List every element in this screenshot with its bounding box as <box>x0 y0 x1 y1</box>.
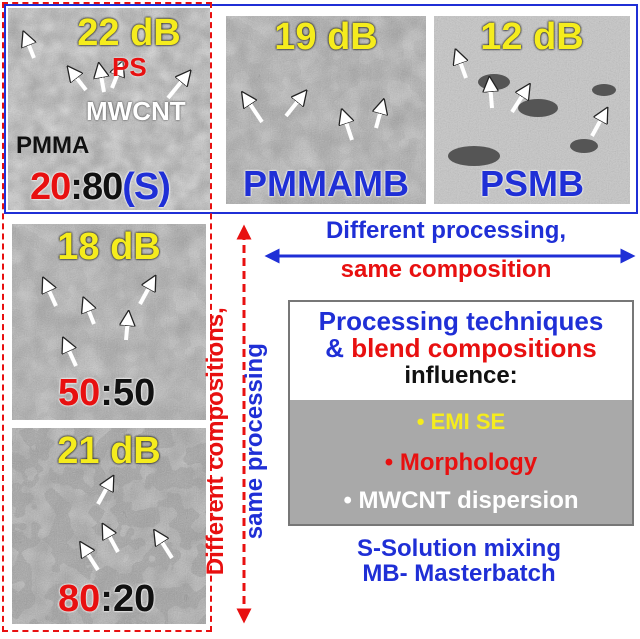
emi-se-value: 12 dB <box>480 16 584 58</box>
legend-solution: S-Solution mixing <box>357 535 561 562</box>
ps-label: PS <box>112 52 147 82</box>
emi-se-value: 22 dB <box>77 12 181 54</box>
processing-line2: same composition <box>340 256 552 284</box>
pointer-arrows <box>12 428 174 572</box>
ratio-pmma: 80 <box>81 166 123 208</box>
ratio-colon: : <box>100 578 113 620</box>
ratio-pmma: 20 <box>112 578 156 620</box>
tem-panel-80-20: 21 dB 80:20 <box>12 428 206 624</box>
tem-micrograph <box>226 16 426 204</box>
tem-panel-psmb: 12 dB PSMB <box>434 16 630 204</box>
ratio-ps: 50 <box>58 372 101 414</box>
ratio-suffix: (S) <box>122 166 171 208</box>
tem-panel-pmmamb: 19 dB PMMAMB <box>226 16 426 204</box>
ratio-label: 50:50 <box>58 374 155 412</box>
ratio-ps: 20 <box>30 166 71 208</box>
sample-name: PSMB <box>479 163 584 204</box>
bullet-mwcnt-dispersion: • MWCNT dispersion <box>343 487 579 514</box>
summary-title-line3: influence: <box>404 361 518 389</box>
tem-micrograph <box>12 224 206 420</box>
emi-se-value: 18 dB <box>57 226 161 268</box>
summary-box: Processing techniques & blend compositio… <box>288 300 634 526</box>
pointer-arrows <box>226 16 426 141</box>
processing-annotation: Different processing, same composition <box>252 217 640 284</box>
summary-title-line1: Processing techniques <box>318 306 604 336</box>
composition-annotation: Different compositions, same processing <box>202 243 268 639</box>
legend-masterbatch: MB- Masterbatch <box>362 560 556 588</box>
summary-blend: blend compositions <box>351 333 597 364</box>
tem-panel-50-50: 18 dB 50:50 <box>12 224 206 420</box>
processing-double-arrow <box>264 248 636 264</box>
summary-heading: Processing techniques & blend compositio… <box>290 306 632 389</box>
ratio-colon: : <box>100 372 113 414</box>
ratio-pmma: 50 <box>112 372 156 414</box>
pmma-label: PMMA <box>16 132 90 159</box>
summary-bullets-panel: • EMI SE • Morphology • MWCNT dispersion <box>290 400 632 524</box>
sample-name: PMMAMB <box>243 163 409 204</box>
composition-double-arrow <box>236 224 252 624</box>
mwcnt-label: MWCNT <box>86 96 186 126</box>
summary-amp: & <box>325 333 352 364</box>
ratio-colon: : <box>70 166 83 208</box>
composition-line2: same processing <box>241 343 268 540</box>
pointer-arrows <box>12 224 206 367</box>
tem-micrograph <box>8 8 210 210</box>
bullet-emi-se: • EMI SE <box>416 409 506 434</box>
ratio-ps: 80 <box>58 578 101 620</box>
emi-se-value: 19 dB <box>274 16 378 58</box>
processing-line1: Different processing, <box>325 217 567 244</box>
tem-panel-20-80-s: 22 dB PS MWCNT PMMA 20:80(S) <box>8 8 210 210</box>
pointer-arrows <box>8 8 210 100</box>
ratio-label: 80:20 <box>58 580 155 618</box>
composition-line1: Different compositions, <box>201 307 229 576</box>
method-legend: S-Solution mixing MB- Masterbatch <box>288 535 630 588</box>
ratio-label: 20:80(S) <box>30 166 171 208</box>
emi-se-value: 21 dB <box>57 430 161 472</box>
summary-title-line2: & blend compositions <box>290 335 632 362</box>
bullet-morphology: • Morphology <box>384 449 538 476</box>
pointer-arrows <box>434 16 630 137</box>
